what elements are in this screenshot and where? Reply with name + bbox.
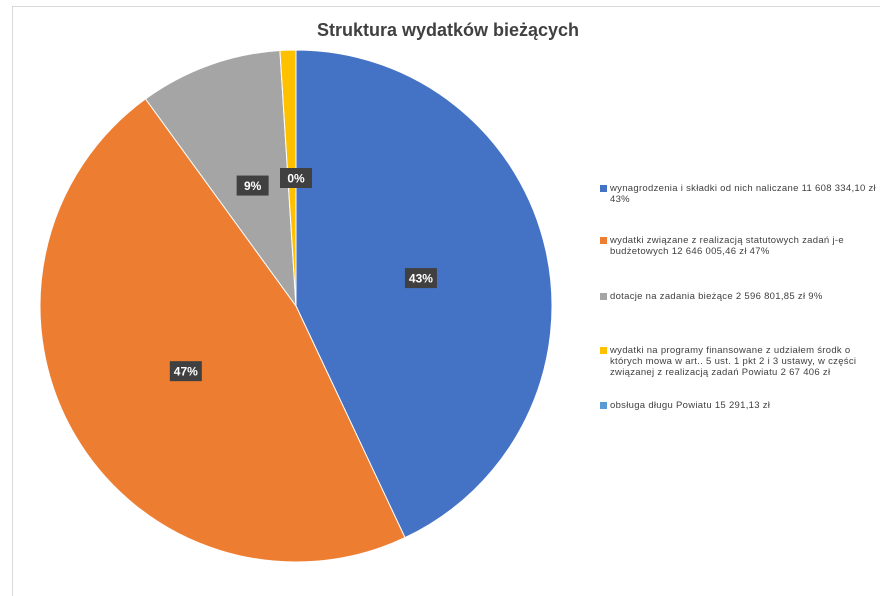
legend-item: obsługa długu Powiatu 15 291,13 zł [600,400,880,411]
data-label: 43% [409,272,433,286]
chart-title: Struktura wydatków bieżących [317,20,579,40]
legend-swatch [600,185,607,192]
legend-item: wydatki na programy finansowane z udział… [600,345,880,378]
legend-item: dotacje na zadania bieżące 2 596 801,85 … [600,291,880,302]
legend-item: wydatki związane z realizacją statutowyc… [600,235,880,257]
legend-label: wydatki związane z realizacją statutowyc… [610,235,844,257]
legend: wynagrodzenia i składki od nich naliczan… [600,0,880,596]
data-label: 9% [244,179,262,193]
legend-swatch [600,237,607,244]
data-label-box [236,175,269,196]
data-label: 47% [174,365,198,379]
pie-slice [39,98,406,563]
legend-swatch [600,402,607,409]
legend-swatch [600,347,607,354]
legend-swatch [600,293,607,300]
legend-label: wynagrodzenia i składki od nich naliczan… [610,183,876,205]
data-label-box [169,361,202,382]
data-label: 0% [287,172,305,186]
data-label-box [280,168,312,188]
data-label-box [404,268,437,289]
legend-label: dotacje na zadania bieżące 2 596 801,85 … [610,291,823,302]
legend-label: obsługa długu Powiatu 15 291,13 zł [610,400,771,411]
pie-slice [295,49,553,539]
pie-slice [144,49,297,308]
legend-item: wynagrodzenia i składki od nich naliczan… [600,183,880,205]
legend-label: wydatki na programy finansowane z udział… [610,345,857,378]
